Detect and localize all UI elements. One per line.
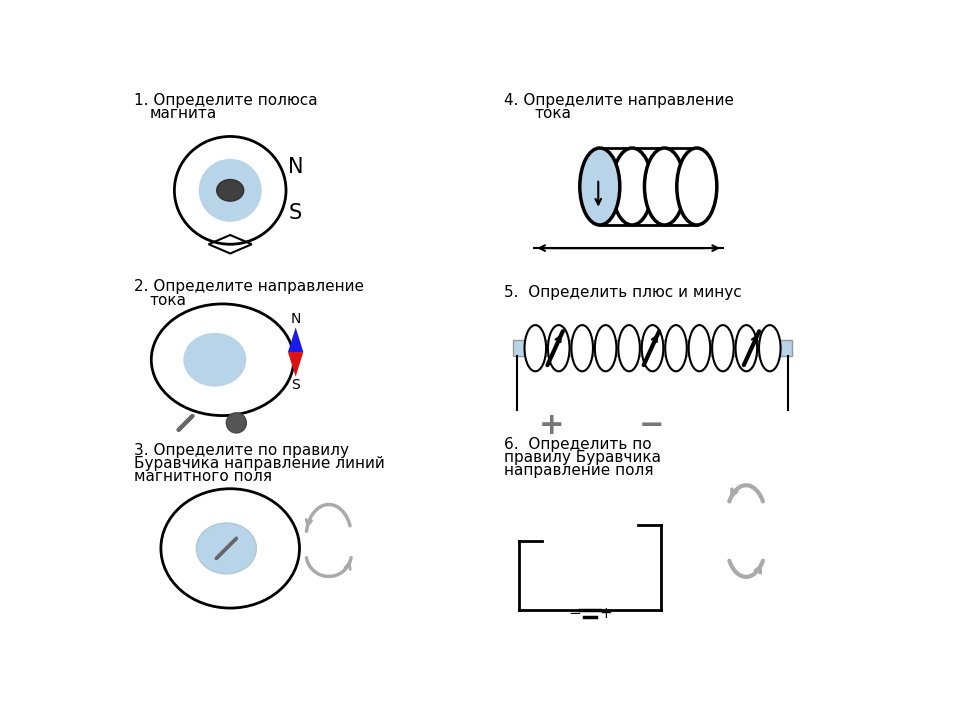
Text: 4. Определите направление: 4. Определите направление <box>504 93 733 107</box>
Ellipse shape <box>580 148 620 225</box>
Circle shape <box>227 413 247 433</box>
Text: 2. Определите направление: 2. Определите направление <box>134 279 364 294</box>
Text: магнита: магнита <box>150 107 217 122</box>
Ellipse shape <box>571 325 593 372</box>
Text: −: − <box>568 606 581 621</box>
Ellipse shape <box>184 333 246 386</box>
Circle shape <box>200 160 261 221</box>
Ellipse shape <box>196 523 256 574</box>
Ellipse shape <box>548 325 569 372</box>
Ellipse shape <box>688 325 710 372</box>
Text: 6.  Определить по: 6. Определить по <box>504 437 651 451</box>
Ellipse shape <box>644 148 684 225</box>
Ellipse shape <box>524 325 546 372</box>
Text: −: − <box>638 410 664 440</box>
Ellipse shape <box>665 325 686 372</box>
Text: N: N <box>288 157 303 177</box>
Ellipse shape <box>712 325 733 372</box>
Ellipse shape <box>759 325 780 372</box>
Text: правилу Буравчика: правилу Буравчика <box>504 450 660 465</box>
Text: +: + <box>539 410 564 440</box>
Text: 5.  Определить плюс и минус: 5. Определить плюс и минус <box>504 285 741 300</box>
Ellipse shape <box>217 179 244 201</box>
Ellipse shape <box>618 325 640 372</box>
Text: S: S <box>291 378 300 392</box>
Text: 1. Определите полюса: 1. Определите полюса <box>134 93 318 107</box>
Text: направление поля: направление поля <box>504 463 653 478</box>
FancyBboxPatch shape <box>513 341 792 356</box>
Text: тока: тока <box>535 107 571 122</box>
Ellipse shape <box>677 148 717 225</box>
Text: 3. Определите по правилу: 3. Определите по правилу <box>134 443 348 458</box>
Text: Буравчика направление линий: Буравчика направление линий <box>134 456 385 471</box>
Ellipse shape <box>642 325 663 372</box>
Text: S: S <box>289 204 302 223</box>
Text: магнитного поля: магнитного поля <box>134 469 272 484</box>
Ellipse shape <box>735 325 757 372</box>
Ellipse shape <box>612 148 652 225</box>
Text: N: N <box>291 312 300 326</box>
Text: +: + <box>599 606 612 621</box>
Polygon shape <box>288 328 303 352</box>
Ellipse shape <box>595 325 616 372</box>
Text: тока: тока <box>150 293 186 307</box>
Polygon shape <box>288 352 303 377</box>
